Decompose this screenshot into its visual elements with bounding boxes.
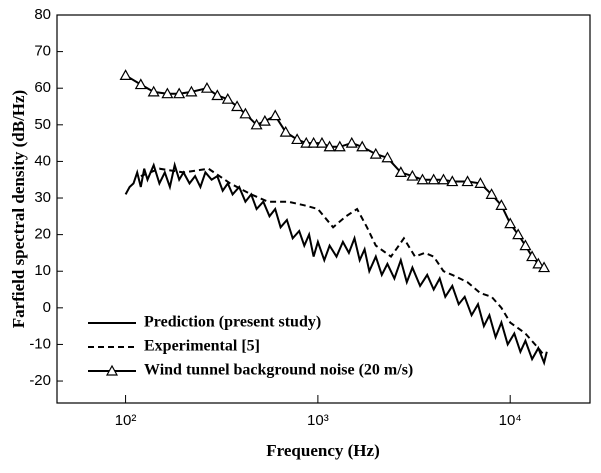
marker (231, 100, 244, 112)
y-tick-label: 80 (34, 6, 51, 23)
y-tick-label: 10 (34, 262, 51, 279)
marker (381, 151, 394, 163)
y-tick-label: 60 (34, 79, 51, 96)
legend-label: Wind tunnel background noise (20 m/s) (144, 362, 413, 379)
y-tick-label: -20 (29, 372, 51, 389)
marker (291, 133, 304, 145)
marker (134, 78, 147, 90)
x-axis-label: Frequency (Hz) (266, 441, 379, 460)
marker (200, 81, 213, 93)
marker (315, 136, 328, 148)
marker (211, 89, 224, 101)
y-tick-label: 20 (34, 226, 51, 243)
legend-label: Prediction (present study) (144, 314, 321, 331)
marker (504, 217, 517, 229)
marker (333, 140, 346, 152)
marker (147, 85, 160, 97)
marker (185, 85, 198, 97)
marker (300, 136, 313, 148)
marker (269, 109, 282, 121)
x-tick-label: 10³ (307, 412, 329, 429)
marker (173, 87, 186, 99)
y-tick-label: 70 (34, 43, 51, 60)
marker (437, 173, 450, 185)
marker (485, 188, 498, 199)
marker (394, 166, 407, 177)
legend-label: Experimental [5] (144, 338, 260, 355)
marker (495, 199, 508, 210)
marker (406, 169, 419, 181)
marker (369, 147, 382, 159)
series-line (125, 74, 545, 269)
marker (239, 107, 252, 119)
y-tick-label: 30 (34, 189, 51, 206)
marker (474, 177, 487, 188)
y-tick-label: 50 (34, 116, 51, 133)
legend-marker (105, 364, 119, 376)
x-tick-label: 10⁴ (499, 412, 522, 429)
marker (356, 140, 369, 152)
series-line (140, 167, 545, 357)
series-line (124, 161, 548, 366)
marker (532, 257, 545, 269)
y-tick-label: -10 (29, 335, 51, 352)
marker (119, 69, 132, 80)
marker (416, 173, 429, 185)
marker (512, 228, 525, 240)
y-axis-label: Farfield spectral density (dB/Hz) (9, 90, 28, 328)
marker (345, 136, 358, 148)
marker (250, 118, 263, 130)
marker (258, 114, 271, 126)
y-tick-label: 0 (43, 299, 51, 316)
marker (526, 250, 539, 262)
marker (519, 239, 532, 251)
marker (427, 173, 440, 185)
marker (446, 175, 459, 187)
marker (161, 87, 174, 99)
marker (307, 136, 320, 148)
y-tick-label: 40 (34, 152, 51, 169)
plot-frame (56, 14, 591, 404)
marker (279, 125, 292, 137)
marker (323, 140, 336, 152)
marker (538, 261, 551, 273)
marker (221, 92, 234, 104)
marker (461, 175, 474, 187)
x-tick-label: 10² (115, 412, 137, 429)
